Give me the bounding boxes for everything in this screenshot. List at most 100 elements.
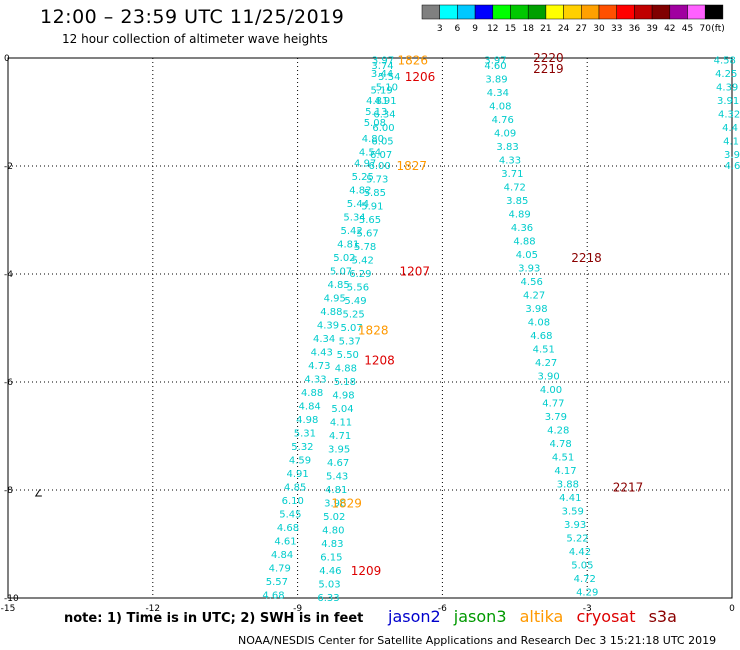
wave-height-value: 5.57 <box>266 577 288 588</box>
wave-height-value: 5.49 <box>344 296 366 307</box>
time-label: 1829 <box>331 497 362 511</box>
wave-height-value: 5.42 <box>352 256 374 267</box>
wave-height-value: 4.4 <box>722 123 738 134</box>
wave-height-value: 4.1 <box>723 137 739 148</box>
wave-height-value: 4.95 <box>324 293 346 304</box>
wave-height-value: 4.88 <box>335 364 357 375</box>
time-label: 2217 <box>613 480 644 494</box>
colorbar-level: 3 <box>437 24 443 34</box>
colorbar-level: 27 <box>576 24 587 34</box>
wave-height-value: 5.08 <box>364 118 386 129</box>
wave-height-value: 5.37 <box>339 337 361 348</box>
wave-height-value: 5.07 <box>341 323 363 334</box>
wave-height-value: 5.43 <box>326 472 348 483</box>
wave-height-value: 4.77 <box>542 399 564 410</box>
wave-height-value: 5.04 <box>331 404 353 415</box>
wave-height-value: 5.32 <box>291 442 313 453</box>
wave-height-value: 4.54 <box>359 148 381 159</box>
wave-height-value: 3.93 <box>564 520 586 531</box>
wave-height-value: 4.39 <box>317 320 339 331</box>
time-label: 1208 <box>364 353 395 367</box>
colorbar-level: 15 <box>505 24 516 34</box>
wave-height-value: 5.31 <box>294 428 316 439</box>
wave-height-value: 4.27 <box>523 291 545 302</box>
wave-height-value: 4.46 <box>319 566 341 577</box>
wave-height-value: 3.90 <box>537 372 559 383</box>
colorbar: 3 6 9 12 15 18 21 24 27 30 33 36 39 42 45 70 (ft) <box>0 0 740 40</box>
wave-height-value: 6.05 <box>371 137 393 148</box>
x-tick-label: -12 <box>145 604 160 614</box>
wave-height-value: 5.56 <box>347 283 369 294</box>
y-tick-label: -6 <box>4 378 13 388</box>
wave-height-value: 4.29 <box>576 588 598 599</box>
wave-height-value: 4.81 <box>337 239 359 250</box>
wave-height-value: 4.61 <box>274 536 296 547</box>
wave-height-value: 4.67 <box>327 458 349 469</box>
wave-height-value: 3.74 <box>371 61 393 72</box>
wave-height-value: 4.25 <box>715 69 737 80</box>
wave-height-value: 5.50 <box>337 350 359 361</box>
time-label: 1827 <box>397 159 428 173</box>
wave-height-value: 4.80 <box>362 134 384 145</box>
wave-height-value: 4.33 <box>304 374 326 385</box>
wave-height-value: 4.32 <box>718 110 740 121</box>
wave-height-value: 4.59 <box>289 455 311 466</box>
colorbar-level: 18 <box>522 24 534 34</box>
wave-height-value: 5.02 <box>323 512 345 523</box>
colorbar-level: 33 <box>611 24 622 34</box>
wave-height-value: 4.08 <box>489 102 511 113</box>
wave-height-value: 4.00 <box>540 385 562 396</box>
y-tick-label: 0 <box>4 54 10 64</box>
wave-height-value: 4.91 <box>374 96 396 107</box>
wave-height-value: 4.39 <box>716 83 738 94</box>
wave-height-value: 5.78 <box>354 242 376 253</box>
colorbar-level: 45 <box>682 24 693 34</box>
wave-height-value: 4.91 <box>286 469 308 480</box>
wave-height-value: 4.42 <box>569 547 591 558</box>
wave-height-value: 3.59 <box>562 507 584 518</box>
x-tick-label: -3 <box>583 604 592 614</box>
wave-height-value: 5.02 <box>333 253 355 264</box>
wave-height-value: 4.08 <box>528 318 550 329</box>
colorbar-level: 42 <box>664 24 675 34</box>
y-tick-label: -10 <box>4 594 19 604</box>
wave-height-value: 6.07 <box>370 150 392 161</box>
wave-height-value: 6.29 <box>349 269 371 280</box>
wave-height-value: 5.22 <box>566 534 588 545</box>
y-tick-label: -2 <box>4 162 13 172</box>
wave-height-value: 6.34 <box>373 110 395 121</box>
time-label: 1207 <box>399 264 430 278</box>
wave-height-value: 4.79 <box>269 563 291 574</box>
time-label: 2220 <box>533 51 564 65</box>
wave-height-value: 4.84 <box>271 550 293 561</box>
wave-height-value: 4.97 <box>354 158 376 169</box>
wave-height-value: 4.28 <box>547 426 569 437</box>
colorbar-level: 6 <box>455 24 461 34</box>
wave-height-value: 4.88 <box>320 307 342 318</box>
wave-height-value: 5.67 <box>356 229 378 240</box>
colorbar-level: 30 <box>593 24 605 34</box>
wave-height-value: 4.84 <box>299 401 321 412</box>
colorbar-level: 21 <box>540 24 551 34</box>
wave-height-value: 6.15 <box>320 553 342 564</box>
wave-height-value: 4.34 <box>313 334 335 345</box>
wave-height-value: 4.73 <box>308 361 330 372</box>
wave-height-value: 3.71 <box>501 169 523 180</box>
wave-height-value: 5.44 <box>347 199 369 210</box>
wave-height-value: 5.10 <box>376 83 398 94</box>
wave-height-value: 3.91 <box>717 96 739 107</box>
wave-height-value: 4.34 <box>487 88 509 99</box>
colorbar-level: 12 <box>487 24 498 34</box>
wave-height-value: 4.68 <box>530 331 552 342</box>
wave-height-value: 4.98 <box>332 391 354 402</box>
legend-altika: altika <box>519 607 564 626</box>
position-marker: ∠ <box>34 489 43 500</box>
wave-height-value: 5.73 <box>366 175 388 186</box>
legend-s3a: s3a <box>648 607 677 626</box>
wave-height-value: 4.81 <box>366 96 388 107</box>
time-label: 2219 <box>533 62 564 76</box>
wave-height-value: 4.56 <box>521 277 543 288</box>
plot-frame <box>7 57 733 599</box>
wave-height-value: 5.05 <box>571 561 593 572</box>
wave-height-value: 4.78 <box>550 439 572 450</box>
